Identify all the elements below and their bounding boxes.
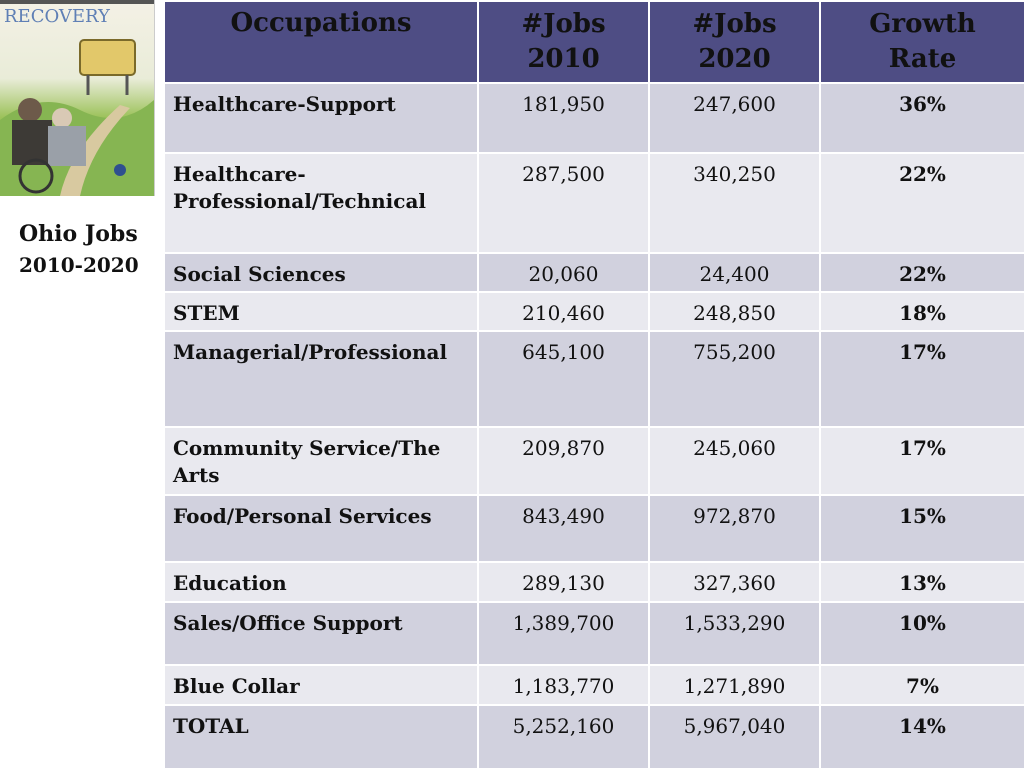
table-row: Education 289,130 327,360 13%: [163, 561, 1024, 603]
cell-jobs-2020: 5,967,040: [648, 704, 821, 770]
table-row: Healthcare-Support 181,950 247,600 36%: [163, 82, 1024, 154]
table-row: Community Service/The Arts 209,870 245,0…: [163, 426, 1024, 496]
cell-jobs-2010: 209,870: [477, 426, 650, 496]
jobs-table: Occupations #Jobs 2010 #Jobs 2020 Growth Ra…: [163, 0, 1024, 770]
page-title-line1: Ohio Jobs: [19, 221, 138, 247]
cell-growth-rate: 7%: [819, 664, 1024, 706]
cell-growth-rate: 18%: [819, 291, 1024, 332]
cover-illustration: [0, 0, 154, 196]
cell-growth-rate: 14%: [819, 704, 1024, 770]
cover-title: RECOVERY: [4, 6, 110, 27]
cell-jobs-2010: 1,183,770: [477, 664, 650, 706]
cell-occupation: Sales/Office Support: [163, 601, 479, 666]
header-jobs-2020: #Jobs 2020: [648, 0, 821, 84]
cell-growth-rate: 17%: [819, 330, 1024, 428]
cell-occupation: Education: [163, 561, 479, 603]
table-row: Social Sciences 20,060 24,400 22%: [163, 252, 1024, 293]
cell-jobs-2020: 972,870: [648, 494, 821, 563]
cell-jobs-2020: 755,200: [648, 330, 821, 428]
cell-jobs-2020: 247,600: [648, 82, 821, 154]
cell-growth-rate: 10%: [819, 601, 1024, 666]
cell-jobs-2010: 1,389,700: [477, 601, 650, 666]
cell-jobs-2010: 289,130: [477, 561, 650, 603]
cell-growth-rate: 13%: [819, 561, 1024, 603]
report-cover-image: RECOVERY: [0, 0, 155, 196]
cell-jobs-2020: 1,533,290: [648, 601, 821, 666]
cell-jobs-2010: 210,460: [477, 291, 650, 332]
cell-jobs-2010: 181,950: [477, 82, 650, 154]
cell-jobs-2020: 248,850: [648, 291, 821, 332]
cell-growth-rate: 36%: [819, 82, 1024, 154]
table-row: Blue Collar 1,183,770 1,271,890 7%: [163, 664, 1024, 706]
table-row: Managerial/Professional 645,100 755,200 …: [163, 330, 1024, 428]
cell-growth-rate: 22%: [819, 252, 1024, 293]
cell-jobs-2020: 1,271,890: [648, 664, 821, 706]
header-occupations: Occupations: [163, 0, 479, 84]
cell-occupation: Healthcare-Professional/Technical: [163, 152, 479, 254]
cell-occupation: Managerial/Professional: [163, 330, 479, 428]
table-header-row: Occupations #Jobs 2010 #Jobs 2020 Growth Ra…: [163, 0, 1024, 84]
cell-jobs-2010: 843,490: [477, 494, 650, 563]
cell-occupation: TOTAL: [163, 704, 479, 770]
header-jobs-2010: #Jobs 2010: [477, 0, 650, 84]
cell-jobs-2010: 645,100: [477, 330, 650, 428]
cell-occupation: Blue Collar: [163, 664, 479, 706]
header-growth-rate: Growth Rate: [819, 0, 1024, 84]
cell-jobs-2010: 20,060: [477, 252, 650, 293]
cell-occupation: Community Service/The Arts: [163, 426, 479, 496]
cell-jobs-2020: 245,060: [648, 426, 821, 496]
cell-jobs-2020: 327,360: [648, 561, 821, 603]
page-title: Ohio Jobs 2010-2020: [19, 219, 164, 281]
cell-occupation: Food/Personal Services: [163, 494, 479, 563]
cell-jobs-2010: 5,252,160: [477, 704, 650, 770]
cell-occupation: Social Sciences: [163, 252, 479, 293]
cell-jobs-2010: 287,500: [477, 152, 650, 254]
cell-occupation: Healthcare-Support: [163, 82, 479, 154]
page-title-line2: 2010-2020: [19, 253, 139, 277]
table-row: TOTAL 5,252,160 5,967,040 14%: [163, 704, 1024, 770]
table-row: STEM 210,460 248,850 18%: [163, 291, 1024, 332]
cell-growth-rate: 15%: [819, 494, 1024, 563]
cell-growth-rate: 17%: [819, 426, 1024, 496]
cell-jobs-2020: 24,400: [648, 252, 821, 293]
cell-jobs-2020: 340,250: [648, 152, 821, 254]
table-row: Healthcare-Professional/Technical 287,50…: [163, 152, 1024, 254]
cell-growth-rate: 22%: [819, 152, 1024, 254]
table-row: Food/Personal Services 843,490 972,870 1…: [163, 494, 1024, 563]
cell-occupation: STEM: [163, 291, 479, 332]
table-row: Sales/Office Support 1,389,700 1,533,290…: [163, 601, 1024, 666]
